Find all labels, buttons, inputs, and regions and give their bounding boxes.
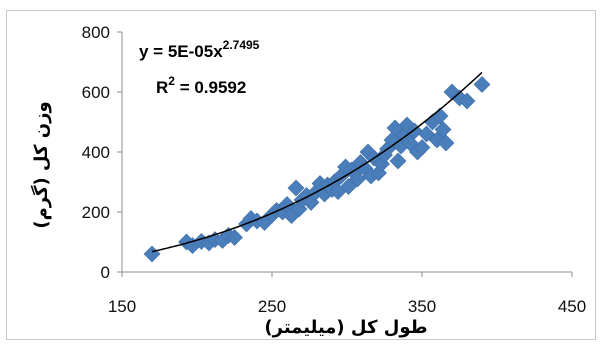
data-point bbox=[401, 134, 419, 152]
y-tick-label: 0 bbox=[101, 263, 110, 282]
data-point bbox=[226, 229, 243, 246]
axis-ticks: 0 200 400 600 800 150 250 350 450 bbox=[82, 23, 587, 316]
y-tick-label: 200 bbox=[82, 203, 110, 222]
x-tick-label: 150 bbox=[108, 297, 136, 316]
chart-frame bbox=[6, 10, 596, 340]
data-point bbox=[437, 134, 455, 152]
x-tick-label: 450 bbox=[558, 297, 586, 316]
data-point bbox=[434, 121, 452, 138]
y-axis-title: وزن کل (گرم) bbox=[30, 101, 52, 228]
data-point bbox=[389, 152, 407, 170]
x-axis-title: طول کل (میلیمتر) bbox=[264, 317, 427, 338]
data-point bbox=[458, 92, 476, 110]
y-tick-label: 400 bbox=[82, 143, 110, 162]
r-squared-label: R2 = 0.9592 bbox=[156, 74, 246, 97]
data-point bbox=[413, 139, 431, 156]
y-tick-label: 600 bbox=[82, 83, 110, 102]
trendline bbox=[151, 71, 483, 253]
data-point bbox=[287, 179, 305, 197]
data-point bbox=[349, 170, 366, 188]
data-point bbox=[340, 178, 357, 195]
data-point bbox=[418, 125, 435, 143]
data-point bbox=[473, 76, 491, 93]
trendline-equation: y = 5E-05x2.7495 bbox=[139, 38, 260, 61]
data-point bbox=[143, 245, 161, 263]
x-tick-label: 250 bbox=[258, 297, 286, 316]
y-tick-label: 800 bbox=[82, 23, 110, 42]
data-points bbox=[143, 76, 491, 263]
x-tick-label: 350 bbox=[408, 297, 436, 316]
